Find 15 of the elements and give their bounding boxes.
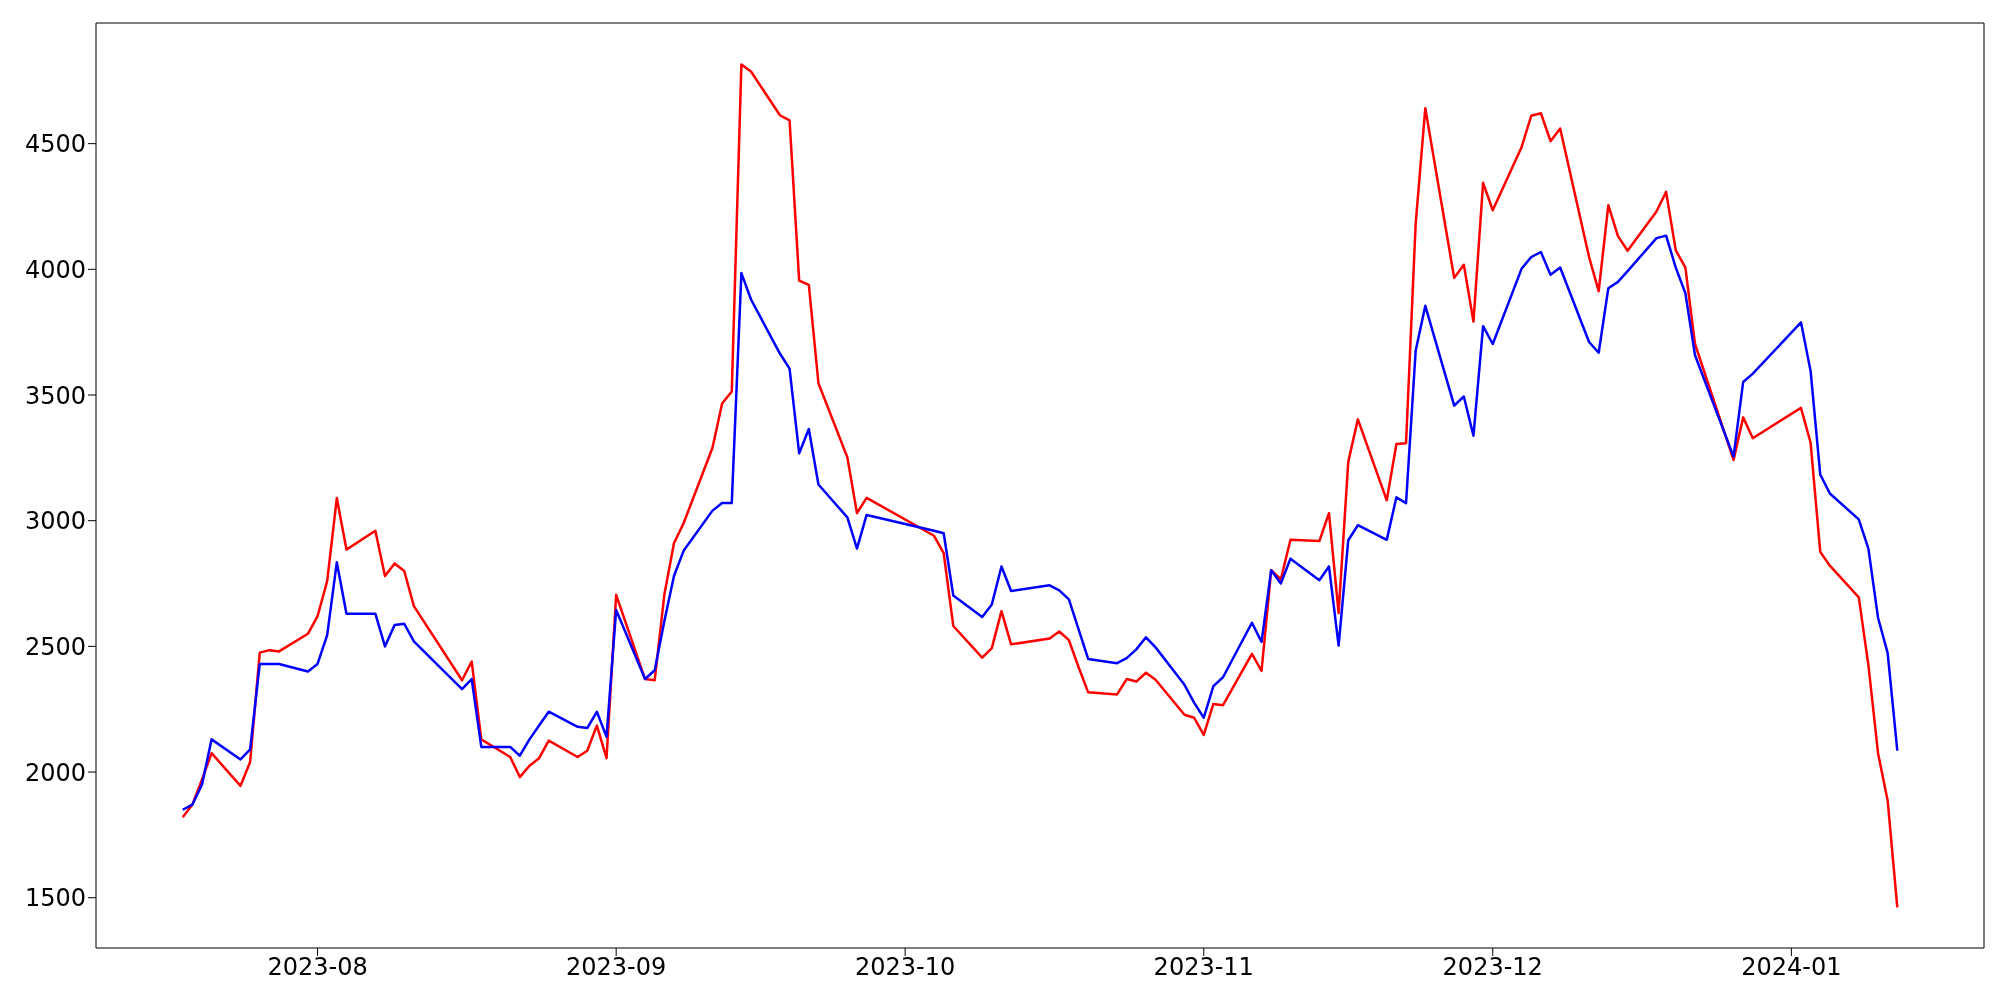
y-tick-label: 2000 bbox=[24, 758, 86, 787]
y-tick-label: 3500 bbox=[24, 381, 86, 410]
x-tick-label: 2023-12 bbox=[1442, 953, 1543, 982]
x-tick-label: 2023-08 bbox=[267, 953, 368, 982]
x-tick-label: 2023-09 bbox=[566, 953, 667, 982]
x-tick-label: 2023-10 bbox=[855, 953, 956, 982]
line-series bbox=[181, 234, 1899, 811]
y-tick-label: 3000 bbox=[24, 507, 86, 536]
line-series bbox=[181, 63, 1899, 909]
x-tick-label: 2024-01 bbox=[1741, 953, 1842, 982]
y-tick-label: 4500 bbox=[24, 130, 86, 159]
x-tick-label: 2023-11 bbox=[1153, 953, 1254, 982]
y-tick-label: 4000 bbox=[24, 255, 86, 284]
y-tick-label: 1500 bbox=[24, 884, 86, 913]
y-tick-label: 2500 bbox=[24, 632, 86, 661]
